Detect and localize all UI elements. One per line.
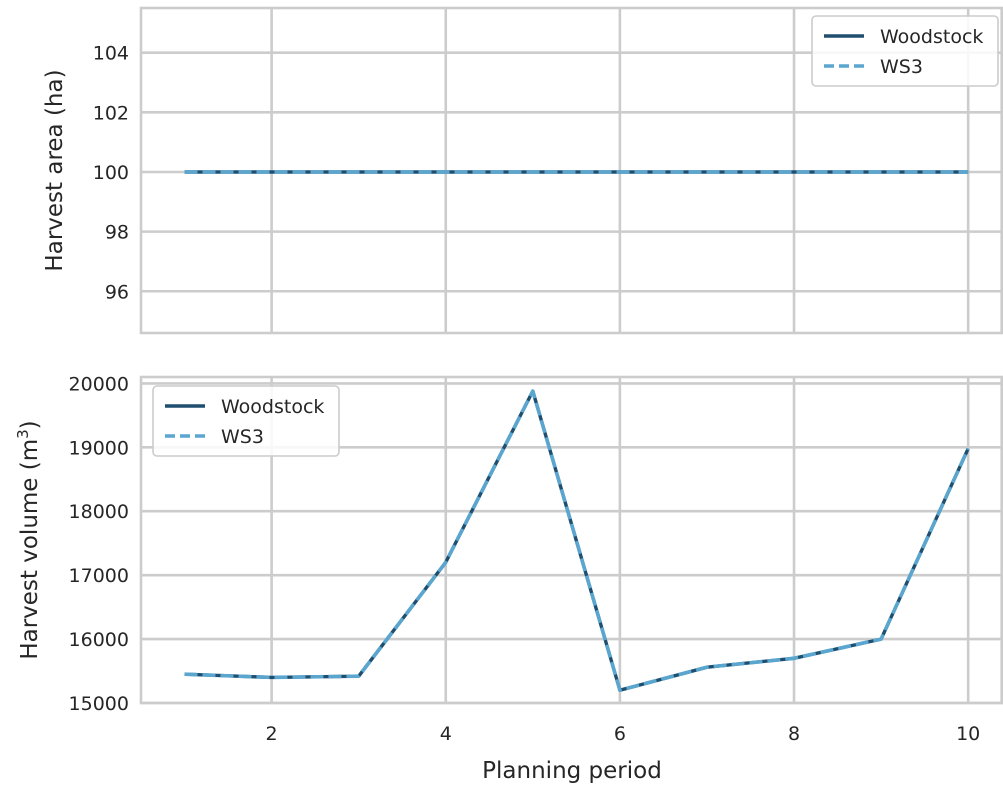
- axes-frame: [139, 375, 1003, 705]
- y-tick-label: 100: [93, 162, 129, 184]
- y-tick-label: 102: [93, 102, 129, 124]
- x-tick-label: 10: [956, 723, 980, 745]
- y-tick-label: 98: [105, 222, 129, 244]
- y-tick-label: 15000: [69, 693, 129, 715]
- legend: Woodstock WS3: [811, 15, 999, 87]
- y-axis-label-end: ): [17, 420, 43, 429]
- legend-label-woodstock: Woodstock: [880, 26, 983, 48]
- y-axis-label: Harvest volume (m3): [14, 420, 43, 659]
- x-tick-label: 8: [788, 723, 800, 745]
- legend-box: [152, 385, 340, 457]
- y-axis-label-superscript: 3: [14, 429, 32, 439]
- x-tick-label: 2: [266, 723, 278, 745]
- y-tick-label: 19000: [69, 437, 129, 459]
- x-tick-label: 4: [440, 723, 452, 745]
- y-tick-label: 18000: [69, 501, 129, 523]
- y-tick-label: 20000: [69, 373, 129, 395]
- y-axis-label: Harvest area (ha): [42, 69, 68, 271]
- y-tick-label: 17000: [69, 565, 129, 587]
- x-axis-label: Planning period: [482, 758, 662, 784]
- axes-frame: [139, 6, 1003, 335]
- legend-box: [811, 15, 999, 87]
- legend-label-ws3: WS3: [880, 56, 923, 78]
- legend: Woodstock WS3: [152, 385, 340, 457]
- y-tick-label: 16000: [69, 629, 129, 651]
- legend-label-woodstock: Woodstock: [221, 396, 324, 418]
- y-tick-label: 96: [105, 281, 129, 303]
- panel-2: 15000 16000 17000 18000 19000 20000 2 4 6 8 10 Harv…: [14, 373, 1003, 784]
- series-line-ws3: [184, 389, 970, 693]
- x-tick-label: 6: [614, 723, 626, 745]
- y-tick-label: 104: [93, 43, 129, 65]
- legend-label-ws3: WS3: [221, 426, 264, 448]
